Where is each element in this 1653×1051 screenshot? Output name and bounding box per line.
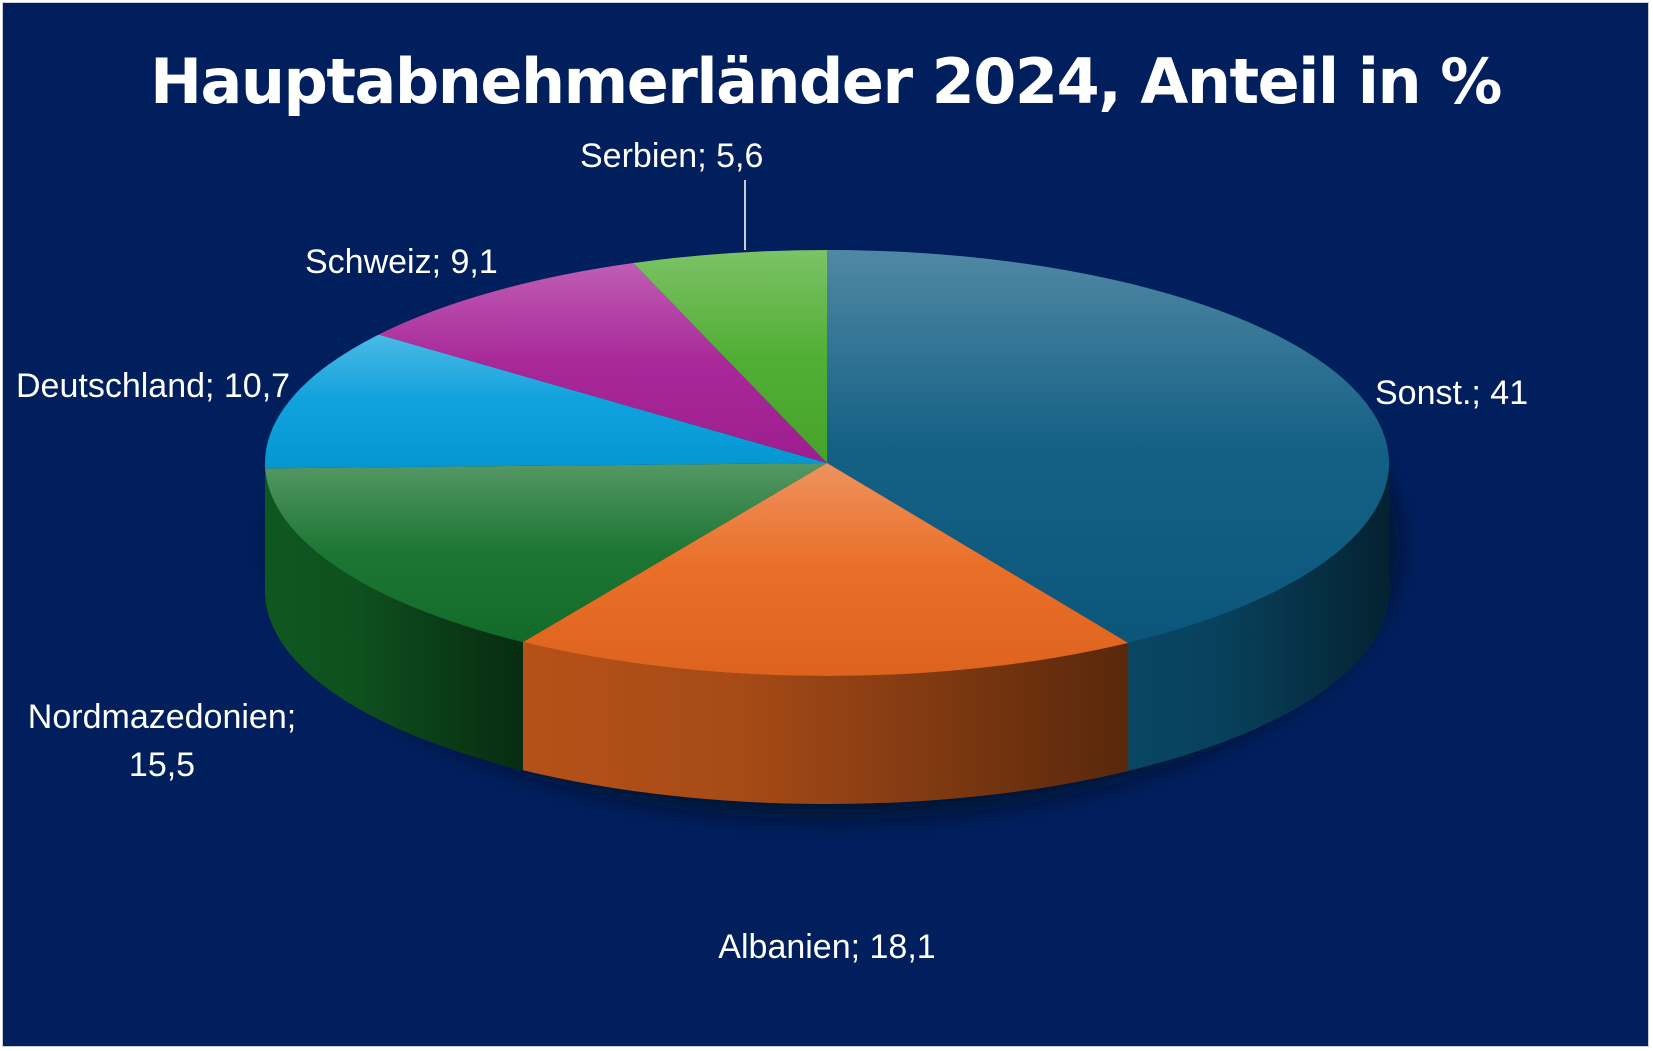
pie-slice-shine-albanien	[522, 463, 1129, 676]
pie-slice-shine-sonst-	[827, 250, 1389, 643]
pie-slice-shine-schweiz	[378, 263, 827, 463]
data-label-serbien: Serbien; 5,6	[580, 137, 763, 175]
pie-slice-shine-nordmazedonien	[265, 463, 827, 643]
pie-slice-shine-deutschland	[265, 334, 827, 469]
pie-side-shade-albanien	[522, 642, 1129, 805]
pie-slice-shine-serbien	[633, 250, 827, 463]
pie-side-shade-nordmazedonien	[265, 468, 523, 771]
data-label-sonst-: Sonst.; 41	[1375, 374, 1528, 412]
data-label-nordmazedonien: Nordmazedonien; 15,5	[28, 698, 296, 784]
data-label-schweiz: Schweiz; 9,1	[305, 243, 498, 281]
chart-title: Hauptabnehmerländer 2024, Anteil in %	[150, 45, 1502, 118]
data-label-albanien: Albanien; 18,1	[718, 928, 935, 966]
data-label-line: Nordmazedonien;	[28, 698, 296, 736]
data-label-deutschland: Deutschland; 10,7	[16, 367, 290, 405]
pie-side-shade-sonst-	[1128, 463, 1389, 771]
data-label-line: 15,5	[129, 746, 195, 784]
